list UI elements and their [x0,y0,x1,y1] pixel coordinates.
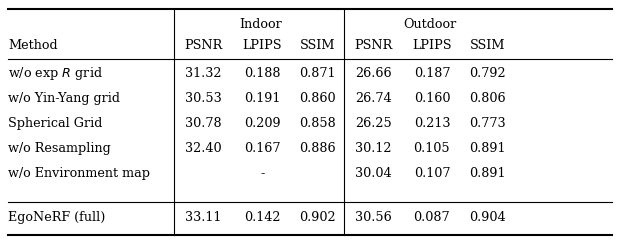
Text: 0.860: 0.860 [299,92,336,105]
Text: 0.904: 0.904 [469,211,506,224]
Text: EgoNeRF (full): EgoNeRF (full) [8,211,105,224]
Text: Method: Method [8,39,58,52]
Text: 0.213: 0.213 [414,117,450,130]
Text: 30.04: 30.04 [355,167,392,180]
Text: 30.56: 30.56 [355,211,392,224]
Text: 0.902: 0.902 [299,211,336,224]
Text: w/o Environment map: w/o Environment map [8,167,150,180]
Text: 0.891: 0.891 [469,142,506,155]
Text: LPIPS: LPIPS [242,39,282,52]
Text: Spherical Grid: Spherical Grid [8,117,103,130]
Text: 0.773: 0.773 [469,117,506,130]
Text: w/o exp $R$ grid: w/o exp $R$ grid [8,65,103,81]
Text: Outdoor: Outdoor [404,18,457,31]
Text: LPIPS: LPIPS [412,39,451,52]
Text: 32.40: 32.40 [185,142,222,155]
Text: 30.53: 30.53 [185,92,222,105]
Text: w/o Yin-Yang grid: w/o Yin-Yang grid [8,92,120,105]
Text: 0.188: 0.188 [244,67,280,80]
Text: 30.78: 30.78 [185,117,222,130]
Text: 0.107: 0.107 [414,167,450,180]
Text: 0.886: 0.886 [299,142,336,155]
Text: 31.32: 31.32 [185,67,222,80]
Text: 26.25: 26.25 [355,117,392,130]
Text: -: - [260,167,264,180]
Text: 0.806: 0.806 [469,92,506,105]
Text: SSIM: SSIM [470,39,505,52]
Text: SSIM: SSIM [300,39,335,52]
Text: 0.858: 0.858 [299,117,336,130]
Text: 0.191: 0.191 [244,92,280,105]
Text: 0.142: 0.142 [244,211,280,224]
Text: 30.12: 30.12 [355,142,391,155]
Text: 0.891: 0.891 [469,167,506,180]
Text: 26.66: 26.66 [355,67,392,80]
Text: 0.187: 0.187 [414,67,450,80]
Text: Indoor: Indoor [239,18,282,31]
Text: PSNR: PSNR [354,39,392,52]
Text: 0.105: 0.105 [414,142,450,155]
Text: 0.209: 0.209 [244,117,280,130]
Text: PSNR: PSNR [184,39,223,52]
Text: 33.11: 33.11 [185,211,222,224]
Text: 0.160: 0.160 [414,92,450,105]
Text: 0.871: 0.871 [299,67,336,80]
Text: w/o Resampling: w/o Resampling [8,142,111,155]
Text: 0.167: 0.167 [244,142,280,155]
Text: 0.792: 0.792 [469,67,506,80]
Text: 26.74: 26.74 [355,92,392,105]
Text: 0.087: 0.087 [414,211,450,224]
